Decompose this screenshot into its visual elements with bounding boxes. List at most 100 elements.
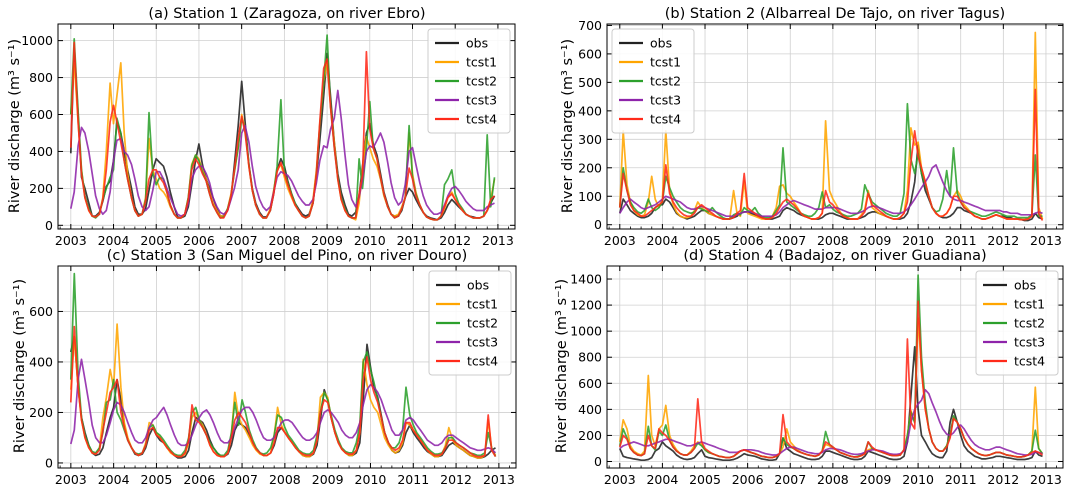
x-tick-label: 2005 <box>689 233 721 248</box>
legend-label: tcst4 <box>467 354 498 369</box>
legend-label: tcst1 <box>467 297 498 312</box>
y-axis-label: River discharge (m³ s⁻¹) <box>560 39 576 213</box>
x-tick-label: 2004 <box>646 233 678 248</box>
x-tick-label: 2013 <box>482 233 514 248</box>
y-tick-label: 0 <box>45 218 53 233</box>
y-tick-label: 400 <box>29 354 53 369</box>
x-tick-label: 2009 <box>860 233 892 248</box>
legend-label: tcst1 <box>1014 297 1045 312</box>
series-line-tcst3 <box>619 388 1043 456</box>
x-tick-label: 2004 <box>98 233 130 248</box>
y-tick-label: 200 <box>578 160 602 175</box>
x-tick-label: 2006 <box>183 233 215 248</box>
x-tick-label: 2008 <box>268 233 300 248</box>
y-tick-label: 700 <box>578 18 602 33</box>
legend-label: tcst1 <box>466 55 497 70</box>
plot-frame <box>606 23 1064 230</box>
y-tick-label: 1000 <box>21 33 53 48</box>
legend-label: obs <box>1014 278 1036 293</box>
legend: obs tcst1 tcst2 tcst3 tcst4 <box>427 28 511 134</box>
legend-label: tcst3 <box>466 93 497 108</box>
series-lines <box>618 274 1044 462</box>
chart-title: (c) Station 3 (San Miguel del Pino, on r… <box>107 248 468 264</box>
x-tick-label: 2011 <box>945 472 977 487</box>
x-tick-label: 2010 <box>902 472 934 487</box>
y-tick-label: 200 <box>29 405 53 420</box>
chart-title: (a) Station 1 (Zaragoza, on river Ebro) <box>148 6 425 22</box>
series-line-tcst4 <box>69 41 496 221</box>
x-tick-label: 2009 <box>312 472 344 487</box>
y-tick-label: 400 <box>29 144 53 159</box>
chart-title: (d) Station 4 (Badajoz, on river Guadian… <box>683 248 986 264</box>
y-tick-label: 0 <box>594 454 602 469</box>
legend-label: tcst4 <box>466 112 497 127</box>
legend-label: tcst2 <box>467 316 498 331</box>
chart-panel-b: (b) Station 2 (Albarreal De Tajo, on riv… <box>560 6 1064 248</box>
y-tick-label: 400 <box>578 402 602 417</box>
x-tick-label: 2006 <box>732 472 764 487</box>
x-tick-label: 2010 <box>355 472 387 487</box>
y-tick-label: 600 <box>578 376 602 391</box>
y-tick-label: 0 <box>594 217 602 232</box>
legend-label: tcst3 <box>467 335 498 350</box>
x-tick-label: 2009 <box>860 472 892 487</box>
legend-box <box>428 270 512 376</box>
legend-label: obs <box>467 278 489 293</box>
series-line-tcst4 <box>618 300 1043 459</box>
series-line-obs <box>619 345 1043 462</box>
x-tick-label: 2004 <box>98 472 130 487</box>
axis-ticks: 2003 2004 2005 2006 2007 2008 2009 2010 2011 2012… <box>578 18 1063 248</box>
x-tick-label: 2006 <box>732 233 764 248</box>
x-tick-label: 2012 <box>439 233 471 248</box>
x-tick-label: 2012 <box>987 472 1019 487</box>
x-tick-label: 2007 <box>226 472 258 487</box>
x-tick-label: 2005 <box>689 472 721 487</box>
series-line-tcst4 <box>69 325 497 458</box>
legend-label: tcst1 <box>650 55 681 70</box>
x-tick-label: 2007 <box>774 233 806 248</box>
y-tick-label: 200 <box>578 428 602 443</box>
x-tick-label: 2005 <box>141 472 173 487</box>
legend-label: tcst2 <box>650 74 681 89</box>
y-tick-label: 800 <box>578 350 602 365</box>
y-tick-label: 1400 <box>570 272 602 287</box>
y-tick-label: 300 <box>578 132 602 147</box>
chart-panel-d: (d) Station 4 (Badajoz, on river Guadian… <box>554 248 1064 487</box>
y-axis-label: River discharge (m³ s⁻¹) <box>7 39 23 213</box>
legend-label: obs <box>650 36 672 51</box>
series-line-tcst3 <box>69 358 497 454</box>
x-tick-label: 2012 <box>440 472 472 487</box>
x-tick-label: 2009 <box>311 233 343 248</box>
series-line-tcst3 <box>619 164 1043 218</box>
axis-ticks: 2003 2004 2005 2006 2007 2008 2009 2010 2011 2012… <box>29 266 516 487</box>
y-tick-label: 0 <box>45 455 53 470</box>
x-tick-label: 2011 <box>397 233 429 248</box>
x-tick-label: 2008 <box>817 233 849 248</box>
x-tick-label: 2011 <box>397 472 429 487</box>
x-tick-label: 2010 <box>902 233 934 248</box>
series-line-tcst4 <box>618 88 1044 221</box>
legend-label: tcst3 <box>650 93 681 108</box>
series-lines <box>69 272 497 459</box>
x-tick-label: 2003 <box>604 233 636 248</box>
y-tick-label: 100 <box>578 189 602 204</box>
x-tick-label: 2007 <box>774 472 806 487</box>
axis-ticks: 2003 2004 2005 2006 2007 2008 2009 2010 2011 2012… <box>21 24 515 248</box>
legend-box <box>427 28 511 134</box>
x-tick-label: 2006 <box>183 472 215 487</box>
x-tick-label: 2012 <box>987 233 1019 248</box>
y-tick-label: 1000 <box>570 324 602 339</box>
y-tick-label: 600 <box>29 304 53 319</box>
series-lines <box>618 31 1044 222</box>
legend-label: tcst2 <box>466 74 497 89</box>
legend-label: tcst4 <box>1014 354 1045 369</box>
x-tick-label: 2003 <box>604 472 636 487</box>
x-tick-label: 2013 <box>1030 233 1062 248</box>
x-tick-label: 2010 <box>354 233 386 248</box>
x-tick-label: 2005 <box>140 233 172 248</box>
legend: obs tcst1 tcst2 tcst3 tcst4 <box>428 270 512 376</box>
legend-box <box>611 28 695 134</box>
y-tick-label: 600 <box>578 46 602 61</box>
x-tick-label: 2003 <box>55 472 87 487</box>
